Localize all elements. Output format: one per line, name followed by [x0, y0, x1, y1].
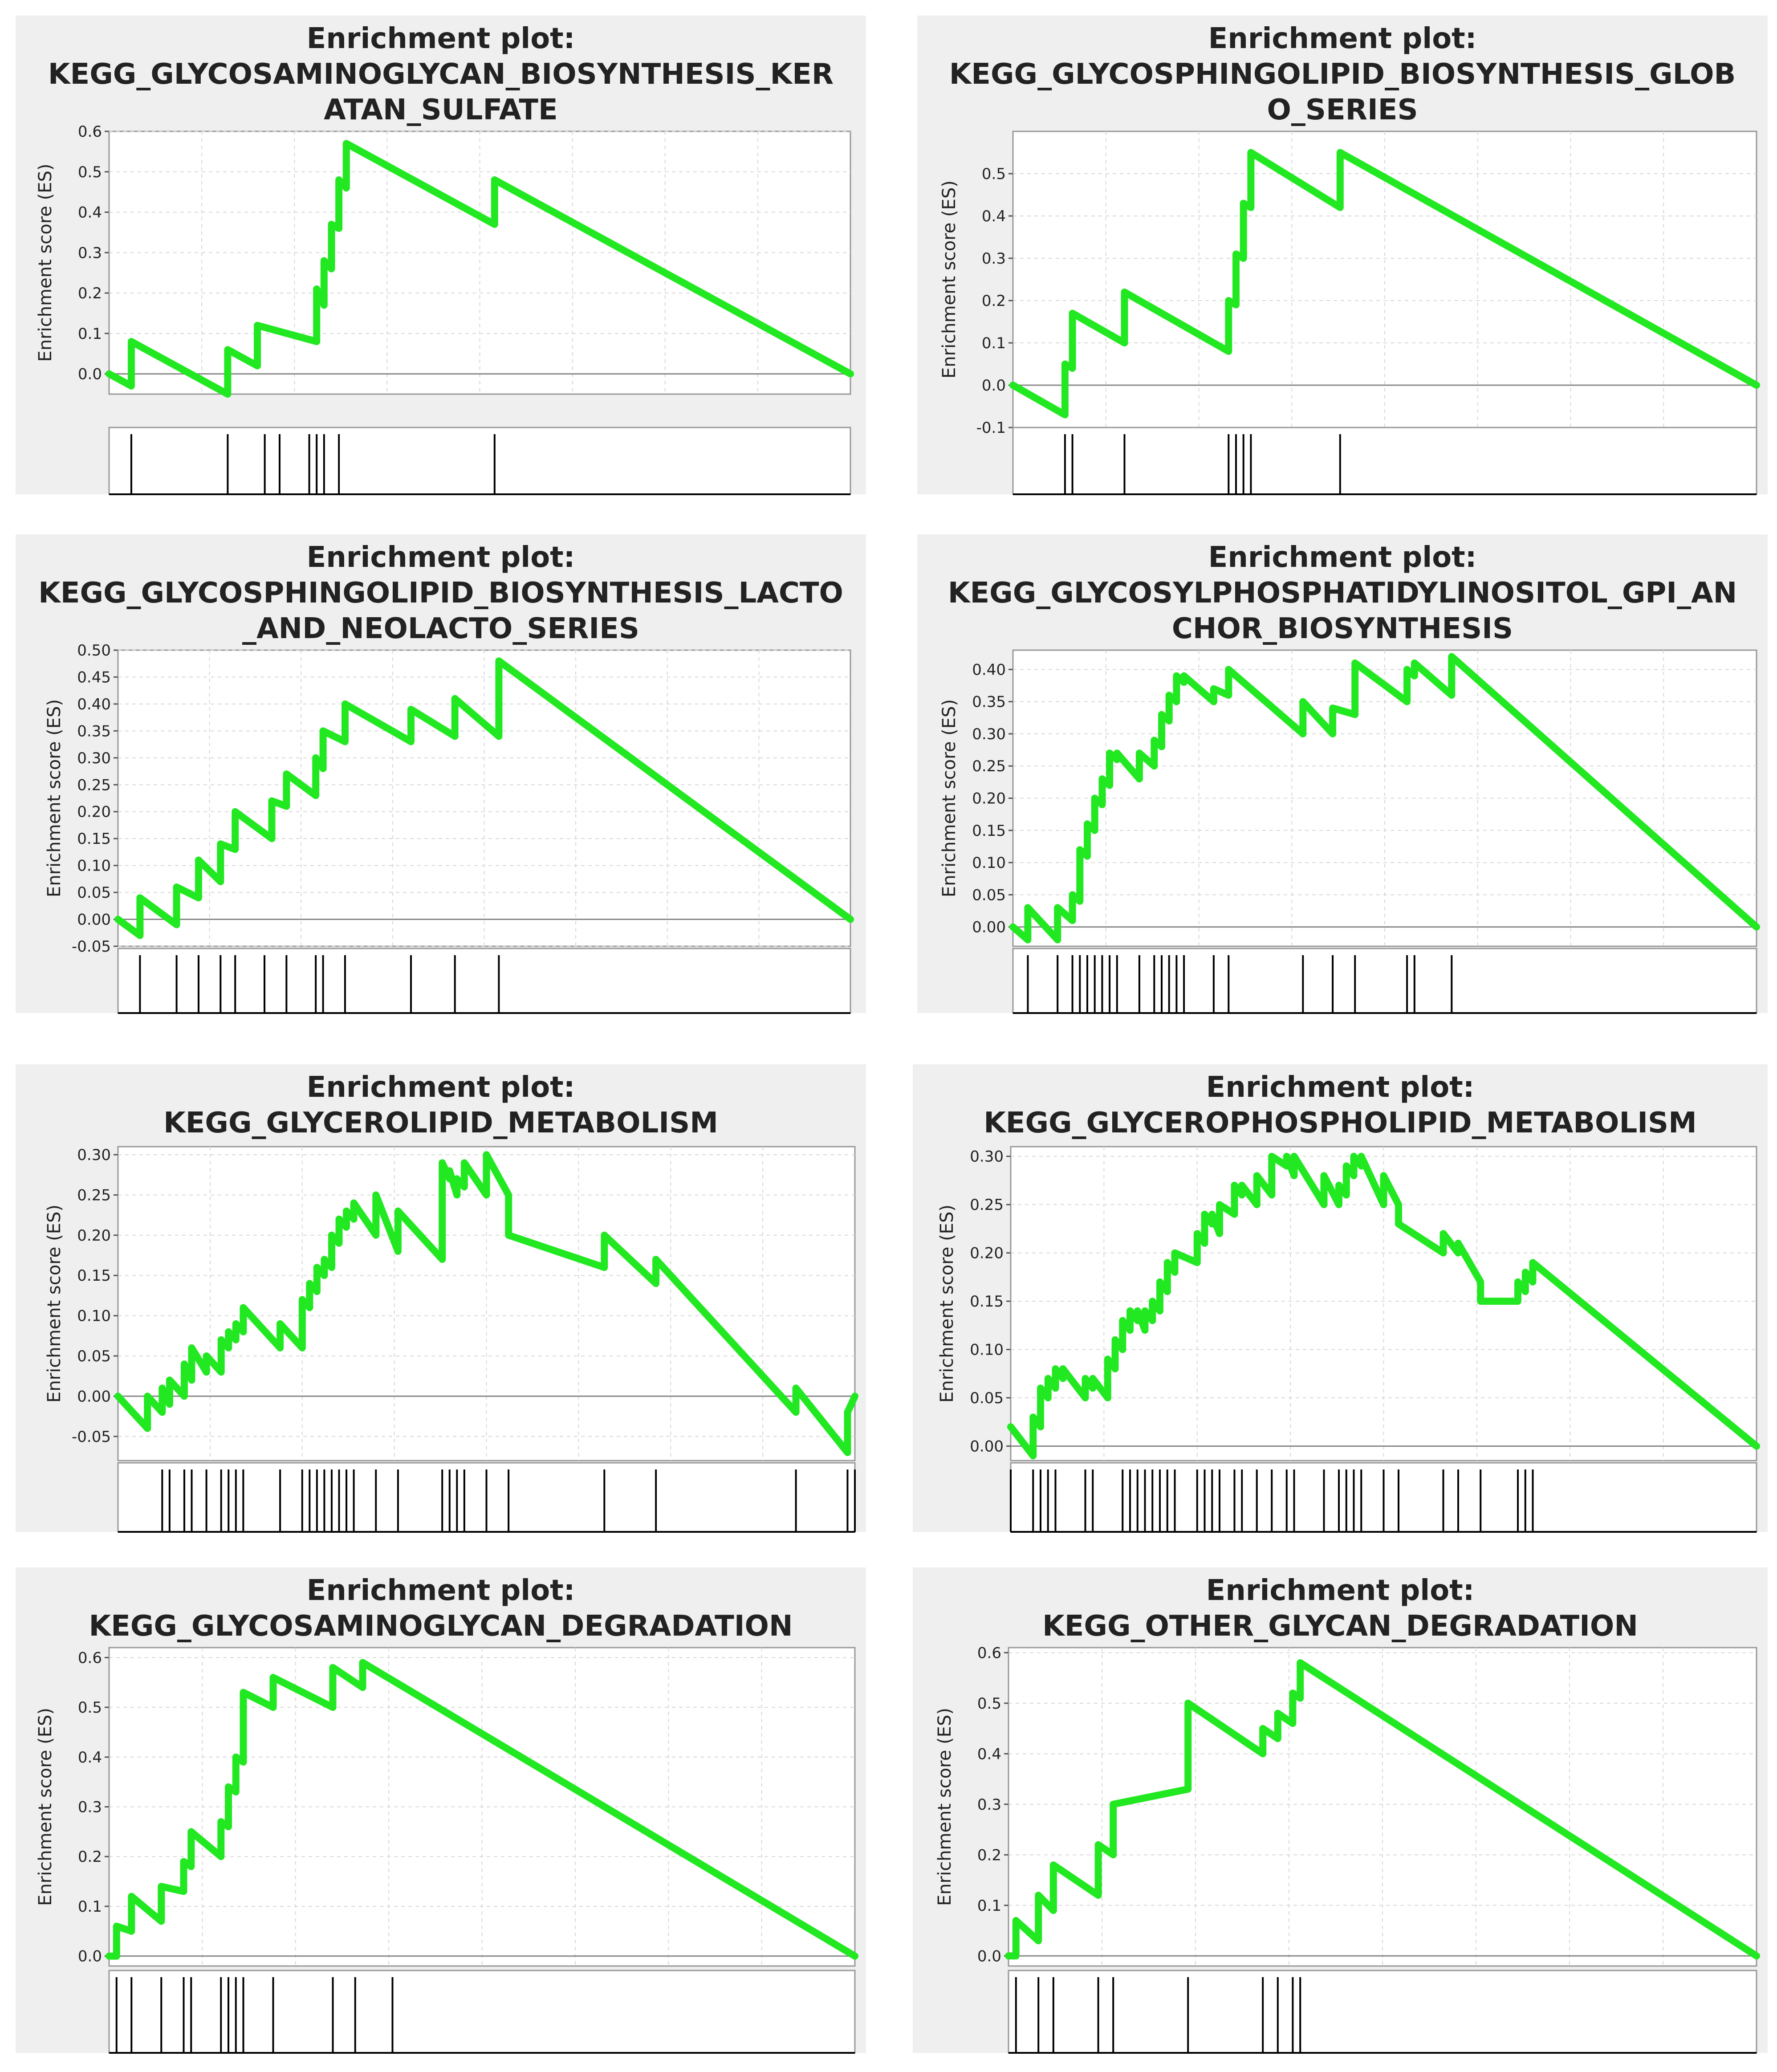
- enrichment-panel: Enrichment plot: KEGG_GLYCOSAMINOGLYCAN_…: [16, 16, 866, 494]
- chart-title: Enrichment plot: KEGG_GLYCEROPHOSPHOLIPI…: [984, 1071, 1697, 1140]
- chart-title: Enrichment plot: KEGG_GLYCOSAMINOGLYCAN_…: [89, 1574, 793, 1643]
- enrichment-panel: Enrichment plot: KEGG_GLYCOSYLPHOSPHATID…: [917, 534, 1768, 1013]
- chart-title: Enrichment plot: KEGG_GLYCOSAMINOGLYCAN_…: [48, 22, 834, 126]
- enrichment-panel: Enrichment plot: KEGG_GLYCOSPHINGOLIPID_…: [917, 16, 1768, 494]
- chart-title: Enrichment plot: KEGG_GLYCEROLIPID_METAB…: [163, 1071, 718, 1140]
- chart-title: Enrichment plot: KEGG_GLYCOSPHINGOLIPID_…: [949, 22, 1736, 126]
- enrichment-panel: Enrichment plot: KEGG_GLYCOSAMINOGLYCAN_…: [16, 1567, 866, 2053]
- enrichment-panel: Enrichment plot: KEGG_GLYCEROLIPID_METAB…: [16, 1064, 866, 1532]
- enrichment-panel: Enrichment plot: KEGG_GLYCEROPHOSPHOLIPI…: [913, 1064, 1768, 1532]
- enrichment-panel: Enrichment plot: KEGG_GLYCOSPHINGOLIPID_…: [16, 534, 866, 1013]
- chart-title: Enrichment plot: KEGG_GLYCOSPHINGOLIPID_…: [38, 541, 843, 645]
- enrichment-panel: Enrichment plot: KEGG_OTHER_GLYCAN_DEGRA…: [913, 1567, 1768, 2053]
- chart-title: Enrichment plot: KEGG_GLYCOSYLPHOSPHATID…: [947, 541, 1737, 645]
- chart-title: Enrichment plot: KEGG_OTHER_GLYCAN_DEGRA…: [1042, 1574, 1638, 1643]
